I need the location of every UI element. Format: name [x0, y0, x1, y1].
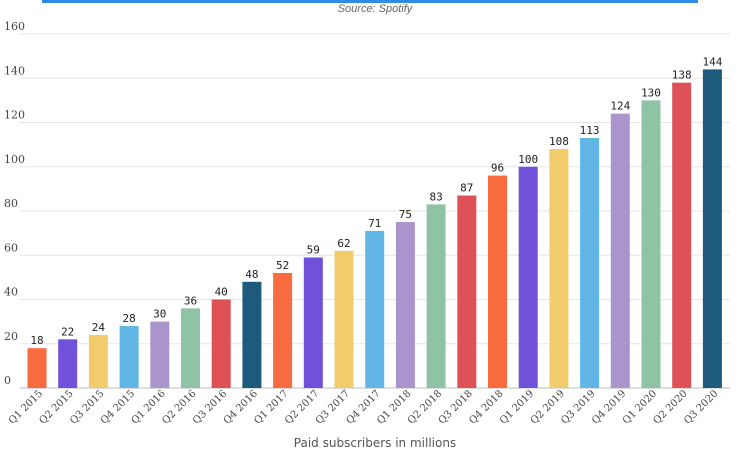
value-label: 113 [580, 124, 600, 137]
value-label: 130 [641, 86, 661, 99]
bar [334, 250, 354, 388]
value-label: 28 [122, 312, 135, 325]
y-tick-label: 20 [4, 330, 18, 343]
bar [58, 339, 78, 388]
value-label: 22 [61, 325, 74, 338]
header-rule [42, 0, 698, 3]
value-label: 59 [307, 243, 320, 256]
bar [702, 69, 722, 389]
bars [27, 69, 722, 389]
bar [395, 222, 415, 388]
bar [119, 326, 139, 388]
value-label: 108 [549, 135, 569, 148]
value-label: 36 [184, 294, 197, 307]
value-label: 48 [245, 268, 258, 281]
x-axis-label: Paid subscribers in millions [293, 436, 457, 450]
bar [181, 308, 200, 388]
value-label: 124 [610, 100, 630, 113]
bar [27, 348, 47, 388]
value-label: 100 [518, 153, 538, 166]
x-tick-label: Q3 2020 [682, 388, 720, 426]
y-tick-label: 40 [4, 286, 18, 299]
y-tick-label: 120 [4, 109, 25, 122]
bar [426, 204, 446, 388]
value-label: 30 [153, 308, 166, 321]
bar [672, 82, 692, 389]
y-axis-ticks: 0 20 40 60 80 100 120 140 160 [4, 20, 25, 387]
y-tick-label: 60 [4, 241, 18, 254]
bar [549, 149, 569, 388]
value-labels: 18 22 24 28 30 36 40 48 52 59 62 71 75 83 87 96 100 108 11… [30, 55, 722, 347]
bar [273, 272, 293, 388]
y-tick-label: 100 [4, 153, 25, 166]
bar [242, 281, 262, 388]
value-label: 52 [276, 259, 289, 272]
value-label: 144 [702, 55, 722, 68]
value-label: 96 [491, 162, 504, 175]
bar [211, 299, 231, 388]
y-tick-label: 160 [4, 20, 25, 33]
value-label: 71 [368, 217, 381, 230]
value-label: 83 [429, 190, 442, 203]
bar [641, 100, 661, 388]
bar [365, 230, 385, 388]
source-note: Source: Spotify [337, 3, 413, 15]
bar [518, 166, 538, 388]
bar [457, 195, 477, 388]
y-tick-label: 80 [4, 197, 18, 210]
value-label: 75 [399, 208, 412, 221]
value-label: 87 [460, 182, 473, 195]
value-label: 62 [337, 237, 350, 250]
value-label: 24 [92, 321, 106, 334]
bar [610, 113, 630, 389]
bar [580, 137, 600, 388]
bar [303, 257, 323, 388]
value-label: 40 [215, 286, 228, 299]
value-label: 138 [672, 69, 692, 82]
y-tick-label: 0 [4, 374, 11, 387]
bar [150, 321, 170, 388]
y-tick-label: 140 [4, 64, 25, 77]
bar [88, 334, 108, 388]
bar [488, 175, 507, 388]
value-label: 18 [30, 334, 43, 347]
